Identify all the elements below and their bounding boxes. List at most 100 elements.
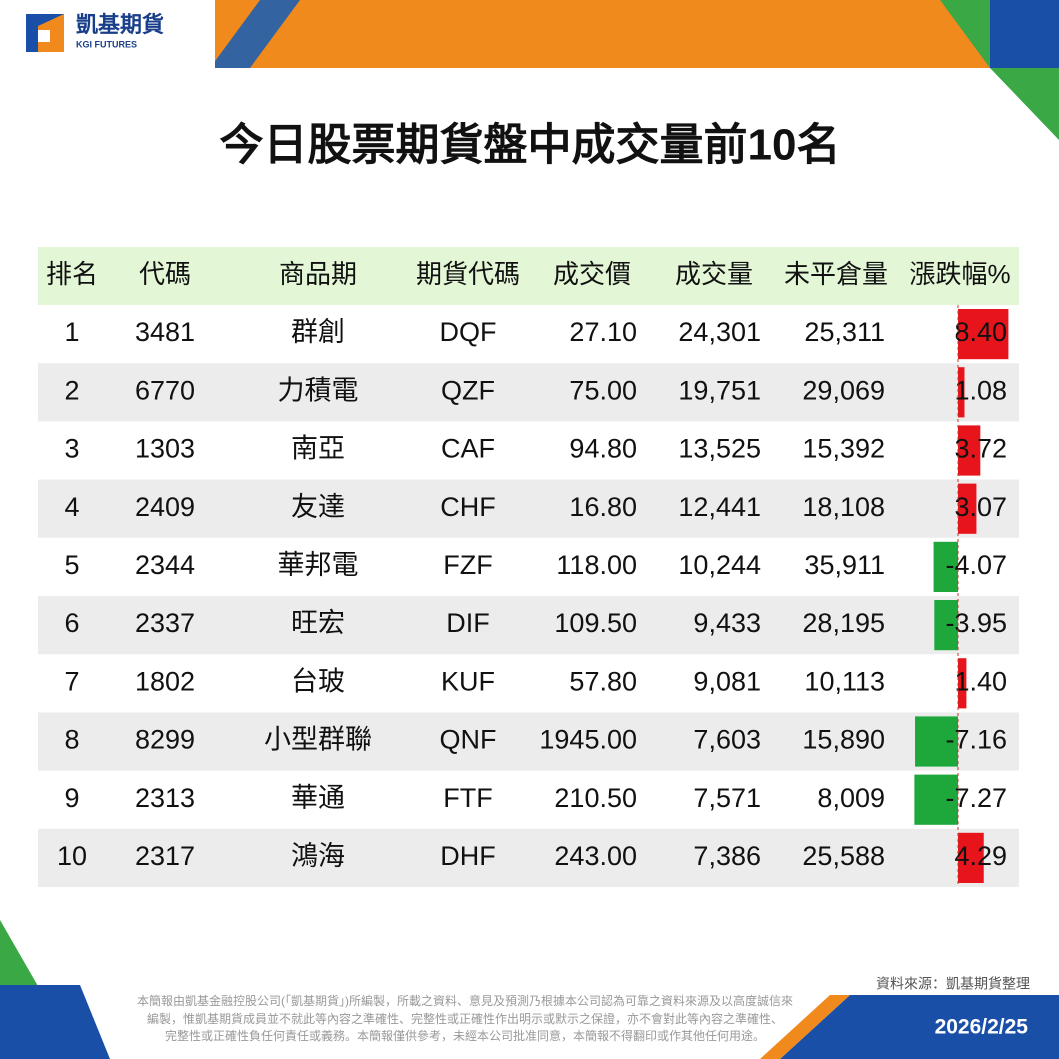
change-bar bbox=[958, 658, 967, 709]
cell: 1303 bbox=[135, 434, 195, 464]
cell: 8299 bbox=[135, 725, 195, 755]
row-band bbox=[38, 596, 1019, 655]
cell: 旺宏 bbox=[291, 608, 345, 638]
cell: 友達 bbox=[291, 492, 345, 522]
cell: 7,386 bbox=[693, 841, 761, 871]
change-bar bbox=[958, 367, 965, 418]
cell: CAF bbox=[441, 434, 495, 464]
cell: 6 bbox=[64, 608, 79, 638]
cell: 2 bbox=[64, 375, 79, 405]
row-band bbox=[38, 712, 1019, 771]
cell: 2409 bbox=[135, 492, 195, 522]
cell: 3481 bbox=[135, 317, 195, 347]
header-row bbox=[38, 247, 1019, 305]
cell: 1802 bbox=[135, 666, 195, 696]
cell: -3.95 bbox=[945, 608, 1007, 638]
change-bar bbox=[958, 832, 984, 883]
cell: 28,195 bbox=[802, 608, 885, 638]
row-band bbox=[38, 479, 1019, 538]
cell: 25,311 bbox=[804, 317, 885, 347]
cell: 台玻 bbox=[291, 666, 345, 696]
column-header: 商品期 bbox=[279, 259, 357, 289]
column-header: 成交量 bbox=[675, 259, 753, 289]
cell: 10 bbox=[57, 841, 87, 871]
cell: KUF bbox=[441, 666, 495, 696]
cell: 75.00 bbox=[569, 375, 637, 405]
cell: 16.80 bbox=[569, 492, 637, 522]
banner bbox=[210, 0, 1059, 68]
cell: 8 bbox=[64, 725, 79, 755]
corner bbox=[990, 68, 1059, 140]
cell: 29,069 bbox=[802, 375, 885, 405]
cell: 9,433 bbox=[693, 608, 761, 638]
cell: 1945.00 bbox=[539, 725, 637, 755]
cell: 7,603 bbox=[693, 725, 761, 755]
column-header: 成交價 bbox=[553, 259, 631, 289]
cell: 6770 bbox=[135, 375, 195, 405]
cell: 25,588 bbox=[802, 841, 885, 871]
corner bbox=[0, 985, 110, 1059]
cell: 1 bbox=[64, 317, 79, 347]
cell: 210.50 bbox=[554, 783, 637, 813]
cell: DQF bbox=[440, 317, 497, 347]
cell: QNF bbox=[440, 725, 497, 755]
cell: 4 bbox=[64, 492, 79, 522]
cell: QZF bbox=[441, 375, 495, 405]
brand-en: KGI FUTURES bbox=[76, 39, 137, 49]
cell: 9,081 bbox=[693, 666, 761, 696]
banner-stripe bbox=[940, 0, 1000, 68]
footer-band bbox=[780, 995, 1059, 1059]
cell: 7 bbox=[64, 666, 79, 696]
disclaimer: 編製，惟凱基期貨成員並不就此等內容之準確性、完整性或正確性作出明示或默示之保證，… bbox=[147, 1011, 783, 1026]
cell: 群創 bbox=[291, 317, 345, 347]
cell: 57.80 bbox=[569, 666, 637, 696]
brand: 凱基期貨 bbox=[76, 12, 164, 37]
cell: 2344 bbox=[135, 550, 195, 580]
column-header: 代碼 bbox=[139, 259, 191, 289]
disclaimer: 完整性或正確性負任何責任或義務。本簡報僅供參考，未經本公司批准同意，本簡報不得翻… bbox=[165, 1028, 765, 1043]
cell: 3.72 bbox=[954, 434, 1007, 464]
cell: 94.80 bbox=[569, 434, 637, 464]
cell: FZF bbox=[443, 550, 492, 580]
cell: 10,244 bbox=[678, 550, 761, 580]
cell: -7.16 bbox=[945, 725, 1007, 755]
cell: 4.29 bbox=[954, 841, 1007, 871]
change-bar bbox=[934, 600, 958, 651]
cell: 南亞 bbox=[291, 434, 345, 464]
cell: 8,009 bbox=[817, 783, 885, 813]
date: 2026/2/25 bbox=[935, 1016, 1029, 1039]
cell: 15,392 bbox=[802, 434, 885, 464]
change-bar bbox=[958, 309, 1009, 360]
column-header: 未平倉量 bbox=[784, 259, 888, 289]
cell: 24,301 bbox=[678, 317, 761, 347]
cell: FTF bbox=[443, 783, 492, 813]
cell: 12,441 bbox=[678, 492, 761, 522]
cell: 13,525 bbox=[678, 434, 761, 464]
cell: 3.07 bbox=[954, 492, 1007, 522]
cell: 118.00 bbox=[556, 550, 637, 580]
cell: 鴻海 bbox=[291, 841, 345, 871]
column-header: 排名 bbox=[46, 259, 98, 289]
change-bar bbox=[958, 483, 977, 534]
cell: 27.10 bbox=[569, 317, 637, 347]
banner-stripe bbox=[210, 0, 300, 68]
cell: 109.50 bbox=[554, 608, 637, 638]
cell: 19,751 bbox=[678, 375, 761, 405]
change-bar bbox=[914, 774, 958, 825]
row-band bbox=[38, 363, 1019, 422]
row-band bbox=[38, 828, 1019, 887]
cell: CHF bbox=[440, 492, 496, 522]
logo-mark bbox=[38, 30, 50, 42]
cell: 1.40 bbox=[954, 666, 1007, 696]
disclaimer: 本簡報由凱基金融控股公司(「凱基期貨」)所編製，所載之資料、意見及預測乃根據本公… bbox=[137, 993, 793, 1008]
change-bar bbox=[915, 716, 958, 767]
cell: 華邦電 bbox=[278, 550, 359, 580]
cell: 9 bbox=[64, 783, 79, 813]
cell: 8.40 bbox=[954, 317, 1007, 347]
cell: 華通 bbox=[291, 783, 345, 813]
logo-mark bbox=[38, 14, 64, 52]
cell: 2337 bbox=[135, 608, 195, 638]
cell: 35,911 bbox=[804, 550, 885, 580]
